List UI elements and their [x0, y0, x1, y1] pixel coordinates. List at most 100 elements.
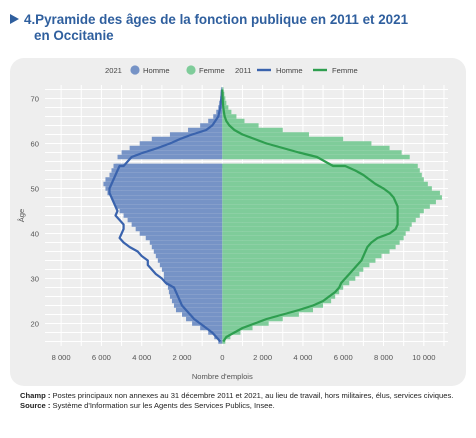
champ-note: Champ : Postes principaux non annexes au… — [20, 391, 468, 401]
x-tick-label: 6 000 — [92, 353, 111, 362]
source-label: Source : — [20, 400, 51, 410]
bar-femme-2021 — [222, 289, 340, 295]
bar-femme-2021 — [222, 163, 414, 169]
legend-swatch-homme-2021 — [130, 65, 140, 75]
x-tick-label: 8 000 — [374, 353, 393, 362]
bar-femme-2021 — [222, 136, 344, 142]
bar-homme-2021 — [139, 231, 223, 236]
bar-homme-2021 — [153, 249, 223, 254]
bar-femme-2021 — [222, 181, 428, 187]
bar-femme-2021 — [222, 195, 442, 200]
bar-femme-2021 — [222, 141, 372, 146]
bar-homme-2021 — [169, 132, 223, 137]
footnotes: Champ : Postes principaux non annexes au… — [20, 391, 468, 410]
y-axis-title: Âge — [17, 209, 26, 223]
x-tick-label: 2 000 — [253, 353, 272, 362]
bar-homme-2021 — [107, 190, 223, 196]
x-tick-label: 6 000 — [334, 353, 353, 362]
bar-homme-2021 — [168, 289, 223, 295]
bar-homme-2021 — [171, 298, 223, 304]
bar-femme-2021 — [222, 235, 404, 241]
legend-label-femme-2011: Femme — [332, 66, 358, 75]
y-tick-label: 20 — [31, 320, 39, 329]
bar-femme-2021 — [222, 312, 299, 317]
bar-femme-2021 — [222, 132, 309, 137]
bar-homme-2021 — [165, 280, 223, 286]
bar-femme-2021 — [222, 249, 390, 254]
bar-femme-2021 — [222, 190, 440, 196]
bar-homme-2021 — [115, 204, 223, 209]
bar-homme-2021 — [214, 334, 223, 340]
bar-femme-2021 — [222, 231, 406, 236]
bar-homme-2021 — [200, 325, 223, 331]
bar-femme-2021 — [222, 114, 237, 119]
y-tick-label: 30 — [31, 275, 39, 284]
bar-femme-2021 — [222, 208, 424, 214]
figure-number: 4. — [24, 12, 36, 27]
bar-femme-2021 — [222, 330, 241, 335]
y-tick-label: 40 — [31, 230, 39, 239]
bar-homme-2021 — [161, 267, 223, 272]
bar-femme-2021 — [222, 240, 400, 245]
bar-femme-2021 — [222, 280, 350, 286]
champ-text: Postes principaux non annexes au 31 déce… — [50, 391, 454, 400]
bar-femme-2021 — [222, 253, 382, 259]
title-bullet-icon — [10, 14, 19, 24]
bar-femme-2021 — [222, 285, 344, 290]
bar-femme-2021 — [222, 271, 360, 277]
x-tick-label: 8 000 — [52, 353, 71, 362]
bar-homme-2021 — [145, 235, 223, 241]
bar-femme-2021 — [222, 145, 390, 151]
bar-femme-2021 — [222, 150, 402, 155]
bar-femme-2021 — [222, 262, 370, 268]
title-line-2: en Occitanie — [34, 28, 114, 43]
bar-homme-2021 — [167, 285, 223, 290]
bar-homme-2021 — [117, 154, 223, 160]
bar-homme-2021 — [129, 145, 223, 151]
bar-homme-2021 — [111, 168, 223, 173]
bar-homme-2021 — [123, 213, 223, 218]
bar-homme-2021 — [186, 316, 223, 322]
bar-femme-2021 — [222, 226, 410, 232]
bar-homme-2021 — [163, 271, 223, 277]
bar-homme-2021 — [105, 177, 223, 182]
bar-homme-2021 — [149, 240, 223, 245]
age-pyramid-chart: 8 000 6 000 4 000 2 000 0 2 000 4 000 6 000 8 00… — [17, 65, 448, 382]
bar-femme-2021 — [222, 222, 412, 227]
bar-homme-2021 — [169, 294, 223, 299]
line-homme-2011 — [108, 89, 223, 343]
bar-homme-2021 — [155, 253, 223, 259]
bar-femme-2021 — [222, 177, 424, 182]
x-axis-title: Nombre d'emplois — [192, 372, 253, 381]
bar-homme-2021 — [121, 150, 223, 155]
champ-label: Champ : — [20, 391, 51, 400]
bar-homme-2021 — [163, 276, 223, 281]
x-tick-label: 4 000 — [132, 353, 151, 362]
bar-homme-2021 — [131, 222, 223, 227]
bar-femme-2021 — [222, 217, 416, 223]
bar-femme-2021 — [222, 105, 229, 110]
axes: 8 000 6 000 4 000 2 000 0 2 000 4 000 6 000 8 00… — [17, 95, 435, 382]
source-note: Source : Système d'Information sur les A… — [20, 401, 468, 411]
bar-femme-2021 — [222, 123, 259, 128]
legend: 2021 Homme Femme 2011 Homme Femme — [105, 65, 358, 75]
bar-homme-2021 — [192, 321, 223, 326]
bar-femme-2021 — [222, 127, 283, 133]
bar-homme-2021 — [109, 172, 223, 178]
y-tick-label: 50 — [31, 185, 39, 194]
bar-femme-2021 — [222, 298, 332, 304]
y-tick-label: 60 — [31, 140, 39, 149]
legend-label-homme-2011: Homme — [276, 66, 303, 75]
bar-homme-2021 — [135, 226, 223, 232]
bar-homme-2021 — [175, 307, 223, 313]
bar-homme-2021 — [151, 136, 223, 142]
lines-2011 — [108, 89, 399, 343]
line-femme-2011 — [221, 89, 399, 343]
x-tick-label: 10 000 — [412, 353, 435, 362]
chart-panel: 8 000 6 000 4 000 2 000 0 2 000 4 000 6 000 8 00… — [10, 58, 466, 386]
legend-swatch-femme-2021 — [186, 65, 196, 75]
bar-femme-2021 — [222, 316, 283, 322]
bar-homme-2021 — [159, 262, 223, 268]
x-tick-label: 4 000 — [293, 353, 312, 362]
bar-femme-2021 — [222, 258, 376, 263]
